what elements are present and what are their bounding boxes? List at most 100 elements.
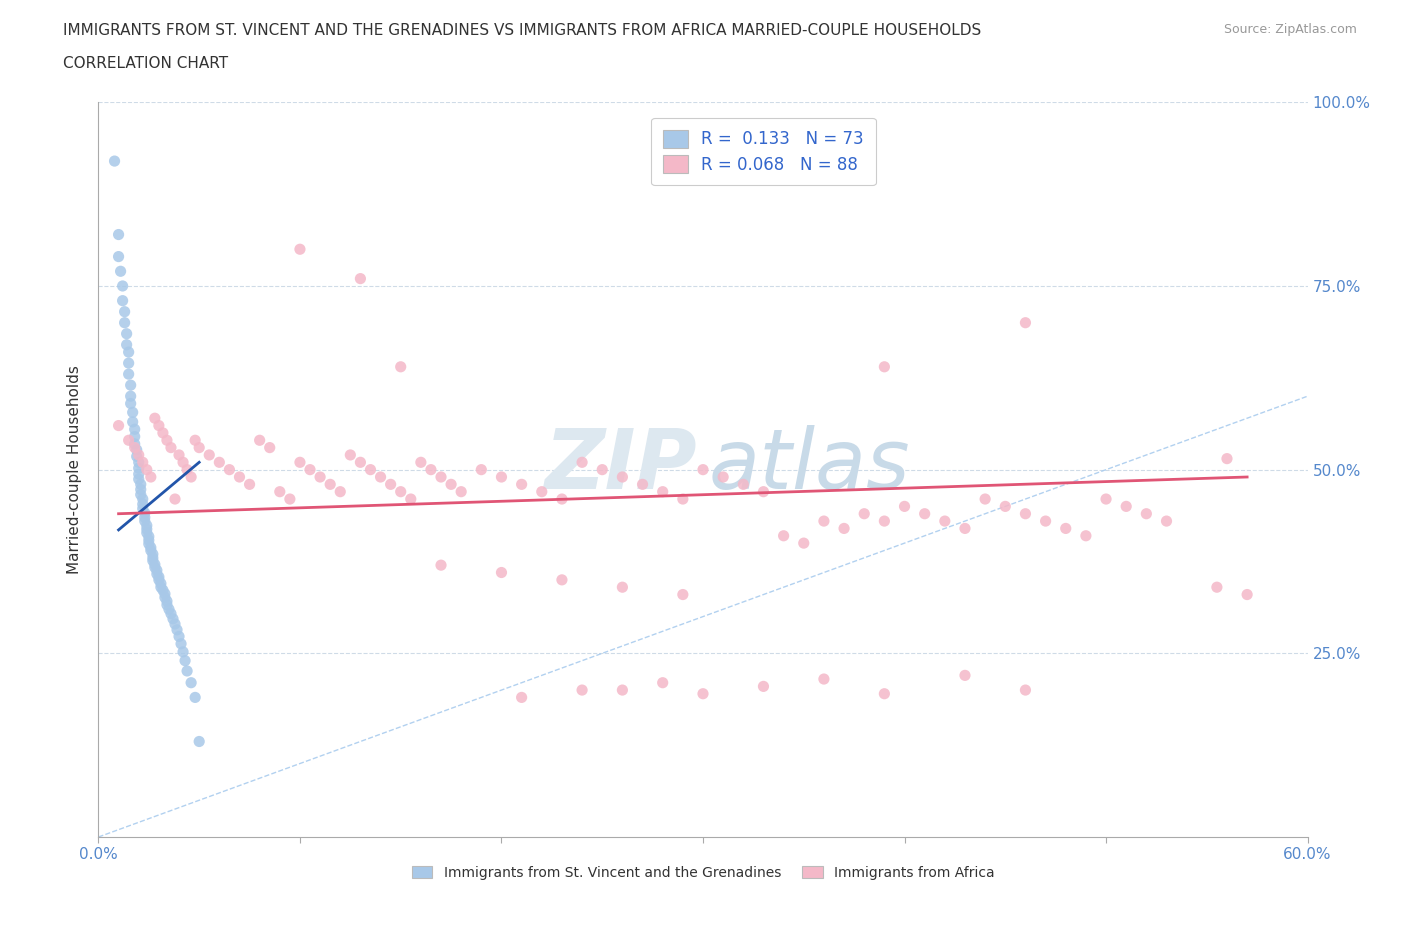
Point — [491, 470, 513, 485]
Point — [143, 560, 166, 575]
Point — [142, 551, 165, 565]
Point — [121, 405, 143, 419]
Point — [934, 513, 956, 528]
Point — [111, 293, 134, 308]
Point — [149, 576, 172, 591]
Point — [733, 477, 755, 492]
Point — [873, 359, 896, 374]
Point — [156, 432, 179, 447]
Point — [530, 485, 553, 499]
Point — [1115, 498, 1137, 513]
Point — [135, 525, 157, 540]
Point — [128, 447, 150, 462]
Point — [510, 690, 533, 705]
Point — [125, 443, 148, 458]
Point — [134, 510, 156, 525]
Point — [571, 683, 593, 698]
Point — [269, 485, 291, 499]
Point — [143, 411, 166, 426]
Point — [278, 492, 301, 507]
Point — [148, 418, 170, 433]
Text: IMMIGRANTS FROM ST. VINCENT AND THE GRENADINES VS IMMIGRANTS FROM AFRICA MARRIED: IMMIGRANTS FROM ST. VINCENT AND THE GREN… — [63, 23, 981, 38]
Point — [146, 563, 169, 578]
Point — [994, 498, 1017, 513]
Point — [142, 553, 165, 568]
Point — [711, 470, 734, 485]
Point — [184, 690, 207, 705]
Point — [107, 249, 129, 264]
Point — [129, 482, 152, 497]
Point — [135, 462, 157, 477]
Point — [551, 492, 574, 507]
Point — [120, 389, 142, 404]
Point — [129, 477, 152, 492]
Point — [339, 447, 361, 462]
Point — [149, 579, 172, 594]
Point — [470, 462, 492, 477]
Point — [180, 470, 202, 485]
Point — [114, 304, 136, 319]
Point — [1014, 683, 1036, 698]
Point — [138, 533, 160, 548]
Point — [135, 518, 157, 533]
Point — [160, 440, 183, 455]
Point — [208, 455, 231, 470]
Point — [103, 153, 125, 168]
Point — [142, 547, 165, 562]
Point — [1236, 587, 1258, 602]
Point — [692, 686, 714, 701]
Point — [1014, 315, 1036, 330]
Point — [974, 492, 997, 507]
Point — [120, 378, 142, 392]
Point — [873, 513, 896, 528]
Point — [1035, 513, 1057, 528]
Point — [591, 462, 613, 477]
Point — [115, 338, 138, 352]
Point — [157, 602, 180, 617]
Point — [1095, 492, 1118, 507]
Point — [139, 543, 162, 558]
Point — [166, 622, 188, 637]
Point — [329, 485, 352, 499]
Point — [299, 462, 322, 477]
Point — [612, 683, 634, 698]
Point — [184, 432, 207, 447]
Point — [139, 540, 162, 555]
Point — [138, 529, 160, 544]
Point — [118, 366, 141, 381]
Point — [128, 467, 150, 482]
Point — [115, 326, 138, 341]
Point — [218, 462, 240, 477]
Point — [612, 579, 634, 594]
Point — [1014, 506, 1036, 521]
Point — [430, 558, 453, 573]
Text: Source: ZipAtlas.com: Source: ZipAtlas.com — [1223, 23, 1357, 36]
Point — [612, 470, 634, 485]
Point — [510, 477, 533, 492]
Point — [380, 477, 402, 492]
Point — [107, 418, 129, 433]
Point — [128, 455, 150, 470]
Point — [1216, 451, 1239, 466]
Point — [349, 272, 371, 286]
Point — [319, 477, 342, 492]
Point — [160, 606, 183, 621]
Point — [163, 492, 186, 507]
Point — [143, 557, 166, 572]
Point — [672, 587, 695, 602]
Point — [118, 345, 141, 360]
Text: ZIP: ZIP — [544, 426, 697, 507]
Point — [132, 455, 155, 470]
Point — [752, 485, 775, 499]
Point — [152, 583, 174, 598]
Point — [752, 679, 775, 694]
Point — [873, 686, 896, 701]
Point — [134, 506, 156, 521]
Point — [651, 675, 673, 690]
Point — [162, 611, 184, 626]
Point — [128, 472, 150, 486]
Point — [288, 242, 311, 257]
Point — [172, 644, 194, 659]
Point — [370, 470, 392, 485]
Point — [125, 449, 148, 464]
